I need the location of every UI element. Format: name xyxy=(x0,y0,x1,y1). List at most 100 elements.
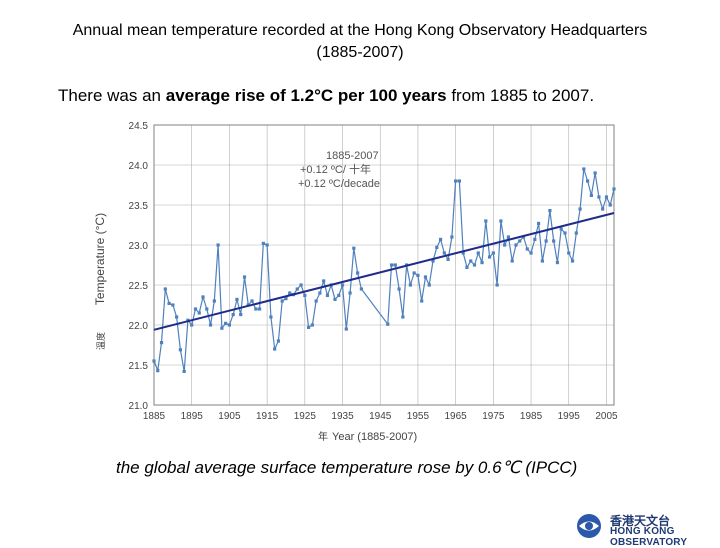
data-point xyxy=(536,221,541,225)
data-point xyxy=(472,263,477,267)
slide-subtitle: There was an average rise of 1.2°C per 1… xyxy=(58,86,594,106)
y-tick-label: 21.0 xyxy=(129,401,149,412)
data-point xyxy=(340,283,345,287)
y-tick-label: 24.5 xyxy=(129,121,149,132)
data-point xyxy=(491,251,495,255)
data-point xyxy=(450,235,454,239)
data-point xyxy=(288,291,292,295)
data-point xyxy=(193,307,198,311)
hko-logo-icon xyxy=(577,514,601,538)
data-point xyxy=(484,219,488,223)
x-tick-label: 1975 xyxy=(482,411,505,422)
x-tick-label: 1905 xyxy=(218,411,241,422)
data-point xyxy=(423,275,428,279)
data-point xyxy=(563,231,567,235)
subtitle-text-end: from 1885 to 2007. xyxy=(446,86,595,105)
data-point xyxy=(227,323,232,327)
data-point xyxy=(589,193,593,197)
data-point xyxy=(548,209,552,213)
data-point xyxy=(344,327,348,331)
data-point xyxy=(442,251,446,255)
data-point xyxy=(386,322,390,326)
data-point xyxy=(487,255,492,259)
data-point xyxy=(461,251,465,255)
data-point xyxy=(514,243,518,247)
slide-title-line2: (1885-2007) xyxy=(316,44,404,61)
data-point xyxy=(454,179,458,183)
data-point xyxy=(273,347,277,351)
x-tick-label: 2005 xyxy=(595,411,618,422)
temperature-chart: 21.0 21.5 22.0 22.5 23.0 23.5 24.0 24.5 1885 189… xyxy=(88,117,622,449)
x-axis-label-zh: 年 xyxy=(318,430,328,443)
data-point xyxy=(420,299,424,303)
x-tick-label: 1885 xyxy=(143,411,166,422)
data-point xyxy=(389,263,394,267)
logo-text-en: HONG KONG OBSERVATORY xyxy=(610,526,688,548)
data-point xyxy=(299,283,303,287)
x-tick-label: 1935 xyxy=(331,411,354,422)
annotation-line-3: +0.12 ºC/decade xyxy=(298,178,380,190)
data-point xyxy=(412,271,416,275)
data-point xyxy=(171,303,175,307)
data-point xyxy=(533,237,537,241)
data-point xyxy=(175,315,179,319)
data-point xyxy=(190,323,194,327)
data-point xyxy=(333,297,337,301)
data-point xyxy=(435,245,439,249)
data-point xyxy=(310,323,314,327)
y-tick-label: 23.5 xyxy=(129,201,149,212)
data-point xyxy=(529,251,533,255)
data-point xyxy=(506,235,511,239)
data-point xyxy=(469,259,473,263)
data-point xyxy=(250,299,254,303)
data-point xyxy=(239,313,243,317)
data-point xyxy=(261,241,265,245)
data-point xyxy=(306,325,311,329)
data-point xyxy=(201,295,205,299)
data-point xyxy=(295,287,299,291)
y-axis-label: Temperature (°C) xyxy=(93,213,107,305)
x-tick-label: 1895 xyxy=(181,411,204,422)
temperature-series-points xyxy=(152,167,616,373)
data-point xyxy=(416,273,420,277)
data-point xyxy=(216,243,220,247)
data-point xyxy=(604,195,609,199)
y-tick-label: 21.5 xyxy=(129,361,149,372)
data-point xyxy=(465,265,469,269)
data-point xyxy=(325,293,330,297)
data-point xyxy=(197,311,201,315)
y-tick-label: 22.0 xyxy=(129,321,149,332)
data-point xyxy=(427,283,431,287)
trend-line xyxy=(153,212,615,331)
data-point xyxy=(503,243,507,247)
data-point xyxy=(254,307,258,311)
data-point xyxy=(586,179,590,183)
y-tick-label: 24.0 xyxy=(129,161,149,172)
x-tick-label: 1995 xyxy=(558,411,581,422)
data-point xyxy=(401,315,405,319)
data-point xyxy=(601,207,605,211)
data-point xyxy=(352,246,356,250)
data-point xyxy=(525,247,529,251)
data-point xyxy=(552,239,556,243)
data-point xyxy=(348,291,352,295)
data-point xyxy=(495,283,499,287)
x-axis-label: Year (1885-2007) xyxy=(332,431,417,443)
data-point xyxy=(224,321,228,325)
data-point xyxy=(559,227,563,231)
data-point xyxy=(431,259,435,263)
data-point xyxy=(231,313,235,317)
data-point xyxy=(322,279,326,283)
data-point xyxy=(608,203,612,207)
data-point xyxy=(446,257,450,261)
data-point xyxy=(457,179,462,183)
data-point xyxy=(257,307,262,311)
x-tick-label: 1945 xyxy=(369,411,392,422)
x-tick-label: 1955 xyxy=(407,411,430,422)
data-point xyxy=(574,231,578,235)
data-point xyxy=(159,341,164,345)
chart-background xyxy=(88,117,622,449)
data-point xyxy=(567,251,571,255)
data-point xyxy=(337,293,341,297)
data-point xyxy=(356,271,360,275)
